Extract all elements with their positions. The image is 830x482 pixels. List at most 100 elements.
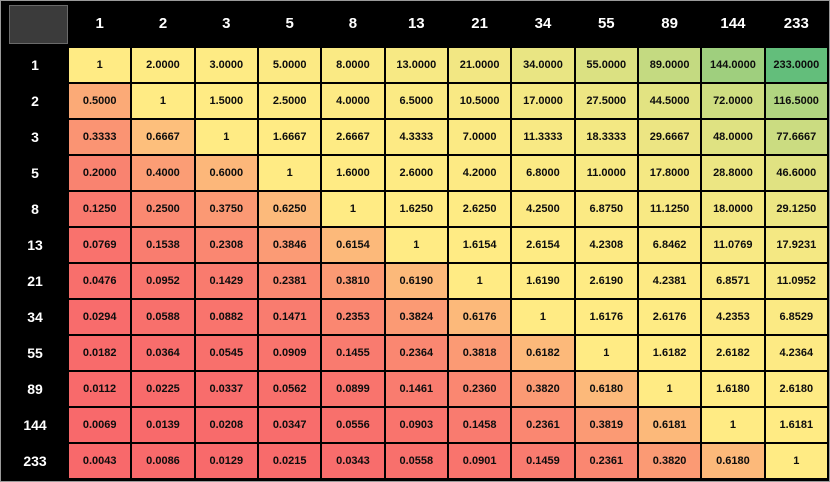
cell[interactable]: 1.6250 xyxy=(383,190,449,228)
cell[interactable]: 55.0000 xyxy=(573,46,639,84)
cell[interactable]: 0.0043 xyxy=(66,442,133,480)
cell[interactable]: 0.6181 xyxy=(636,406,703,444)
cell[interactable]: 0.0139 xyxy=(130,406,196,444)
cell[interactable]: 0.1459 xyxy=(510,442,576,480)
cell[interactable]: 7.0000 xyxy=(446,118,513,156)
cell[interactable]: 0.1455 xyxy=(320,334,386,372)
cell[interactable]: 0.0558 xyxy=(383,442,449,480)
column-header[interactable]: 55 xyxy=(597,15,615,32)
cell[interactable]: 29.6667 xyxy=(636,118,703,156)
cell[interactable]: 2.6176 xyxy=(636,298,703,336)
cell[interactable]: 2.6154 xyxy=(510,226,576,264)
cell[interactable]: 6.5000 xyxy=(383,82,449,120)
cell[interactable]: 72.0000 xyxy=(700,82,766,120)
cell[interactable]: 0.3820 xyxy=(510,370,576,408)
cell[interactable]: 18.3333 xyxy=(573,118,639,156)
cell[interactable]: 0.2360 xyxy=(446,370,513,408)
cell[interactable]: 0.6182 xyxy=(510,334,576,372)
cell[interactable]: 13.0000 xyxy=(383,46,449,84)
cell[interactable]: 28.8000 xyxy=(700,154,766,192)
cell[interactable]: 1 xyxy=(130,82,196,120)
row-header[interactable]: 144 xyxy=(1,406,69,444)
cell[interactable]: 2.6667 xyxy=(320,118,386,156)
row-header[interactable]: 2 xyxy=(1,82,69,120)
cell[interactable]: 0.0347 xyxy=(256,406,323,444)
cell[interactable]: 4.2500 xyxy=(510,190,576,228)
cell[interactable]: 0.2353 xyxy=(320,298,386,336)
cell[interactable]: 0.6176 xyxy=(446,298,513,336)
cell[interactable]: 2.6000 xyxy=(383,154,449,192)
cell[interactable]: 0.2308 xyxy=(193,226,259,264)
cell[interactable]: 144.0000 xyxy=(700,46,766,84)
cell[interactable]: 0.0769 xyxy=(66,226,133,264)
cell[interactable]: 1 xyxy=(193,118,259,156)
cell[interactable]: 0.0556 xyxy=(320,406,386,444)
cell[interactable]: 6.8462 xyxy=(636,226,703,264)
cell[interactable]: 1.6000 xyxy=(320,154,386,192)
cell[interactable]: 77.6667 xyxy=(763,118,829,156)
cell[interactable]: 0.0225 xyxy=(130,370,196,408)
cell[interactable]: 0.3818 xyxy=(446,334,513,372)
cell[interactable]: 0.3846 xyxy=(256,226,323,264)
cell[interactable]: 0.0903 xyxy=(383,406,449,444)
cell[interactable]: 46.6000 xyxy=(763,154,829,192)
cell[interactable]: 0.0545 xyxy=(193,334,259,372)
cell[interactable]: 0.0215 xyxy=(256,442,323,480)
column-header[interactable]: 89 xyxy=(661,15,678,32)
row-header[interactable]: 233 xyxy=(1,442,69,480)
cell[interactable]: 21.0000 xyxy=(446,46,513,84)
cell[interactable]: 1 xyxy=(256,154,323,192)
cell[interactable]: 0.6190 xyxy=(383,262,449,300)
row-header[interactable]: 13 xyxy=(1,226,69,264)
cell[interactable]: 0.3810 xyxy=(320,262,386,300)
cell[interactable]: 1 xyxy=(320,190,386,228)
cell[interactable]: 6.8529 xyxy=(763,298,829,336)
cell[interactable]: 0.0086 xyxy=(130,442,196,480)
cell[interactable]: 2.5000 xyxy=(256,82,323,120)
cell[interactable]: 2.6182 xyxy=(700,334,766,372)
cell[interactable]: 0.0337 xyxy=(193,370,259,408)
cell[interactable]: 27.5000 xyxy=(573,82,639,120)
cell[interactable]: 1.6667 xyxy=(256,118,323,156)
cell[interactable]: 0.2361 xyxy=(573,442,639,480)
cell[interactable]: 1.6180 xyxy=(700,370,766,408)
cell[interactable]: 0.0899 xyxy=(320,370,386,408)
cell[interactable]: 0.6154 xyxy=(320,226,386,264)
row-header[interactable]: 89 xyxy=(1,370,69,408)
cell[interactable]: 34.0000 xyxy=(510,46,576,84)
column-header[interactable]: 144 xyxy=(720,15,746,32)
cell[interactable]: 17.9231 xyxy=(763,226,829,264)
column-header[interactable]: 3 xyxy=(222,15,231,32)
cell[interactable]: 4.2381 xyxy=(636,262,703,300)
cell[interactable]: 1 xyxy=(510,298,576,336)
cell[interactable]: 2.6190 xyxy=(573,262,639,300)
cell[interactable]: 17.0000 xyxy=(510,82,576,120)
cell[interactable]: 0.3824 xyxy=(383,298,449,336)
cell[interactable]: 0.1461 xyxy=(383,370,449,408)
row-header[interactable]: 1 xyxy=(1,46,69,84)
cell[interactable]: 0.6180 xyxy=(700,442,766,480)
cell[interactable]: 0.6250 xyxy=(256,190,323,228)
column-header[interactable]: 8 xyxy=(348,15,358,32)
cell[interactable]: 0.4000 xyxy=(130,154,196,192)
cell[interactable]: 0.1429 xyxy=(193,262,259,300)
cell[interactable]: 1 xyxy=(763,442,829,480)
column-header[interactable]: 34 xyxy=(534,15,552,32)
cell[interactable]: 0.5000 xyxy=(66,82,133,120)
cell[interactable]: 1.6176 xyxy=(573,298,639,336)
cell[interactable]: 0.0294 xyxy=(66,298,133,336)
cell[interactable]: 0.0562 xyxy=(256,370,323,408)
row-header[interactable]: 55 xyxy=(1,334,69,372)
cell[interactable]: 2.6250 xyxy=(446,190,513,228)
cell[interactable]: 0.2000 xyxy=(66,154,133,192)
column-header[interactable]: 5 xyxy=(285,15,294,32)
cell[interactable]: 44.5000 xyxy=(636,82,703,120)
cell[interactable]: 0.3820 xyxy=(636,442,703,480)
cell[interactable]: 1 xyxy=(383,226,449,264)
cell[interactable]: 0.0208 xyxy=(193,406,259,444)
cell[interactable]: 1 xyxy=(700,406,766,444)
column-header[interactable]: 2 xyxy=(158,15,168,32)
cell[interactable]: 0.0129 xyxy=(193,442,259,480)
cell[interactable]: 0.0952 xyxy=(130,262,196,300)
cell[interactable]: 6.8750 xyxy=(573,190,639,228)
